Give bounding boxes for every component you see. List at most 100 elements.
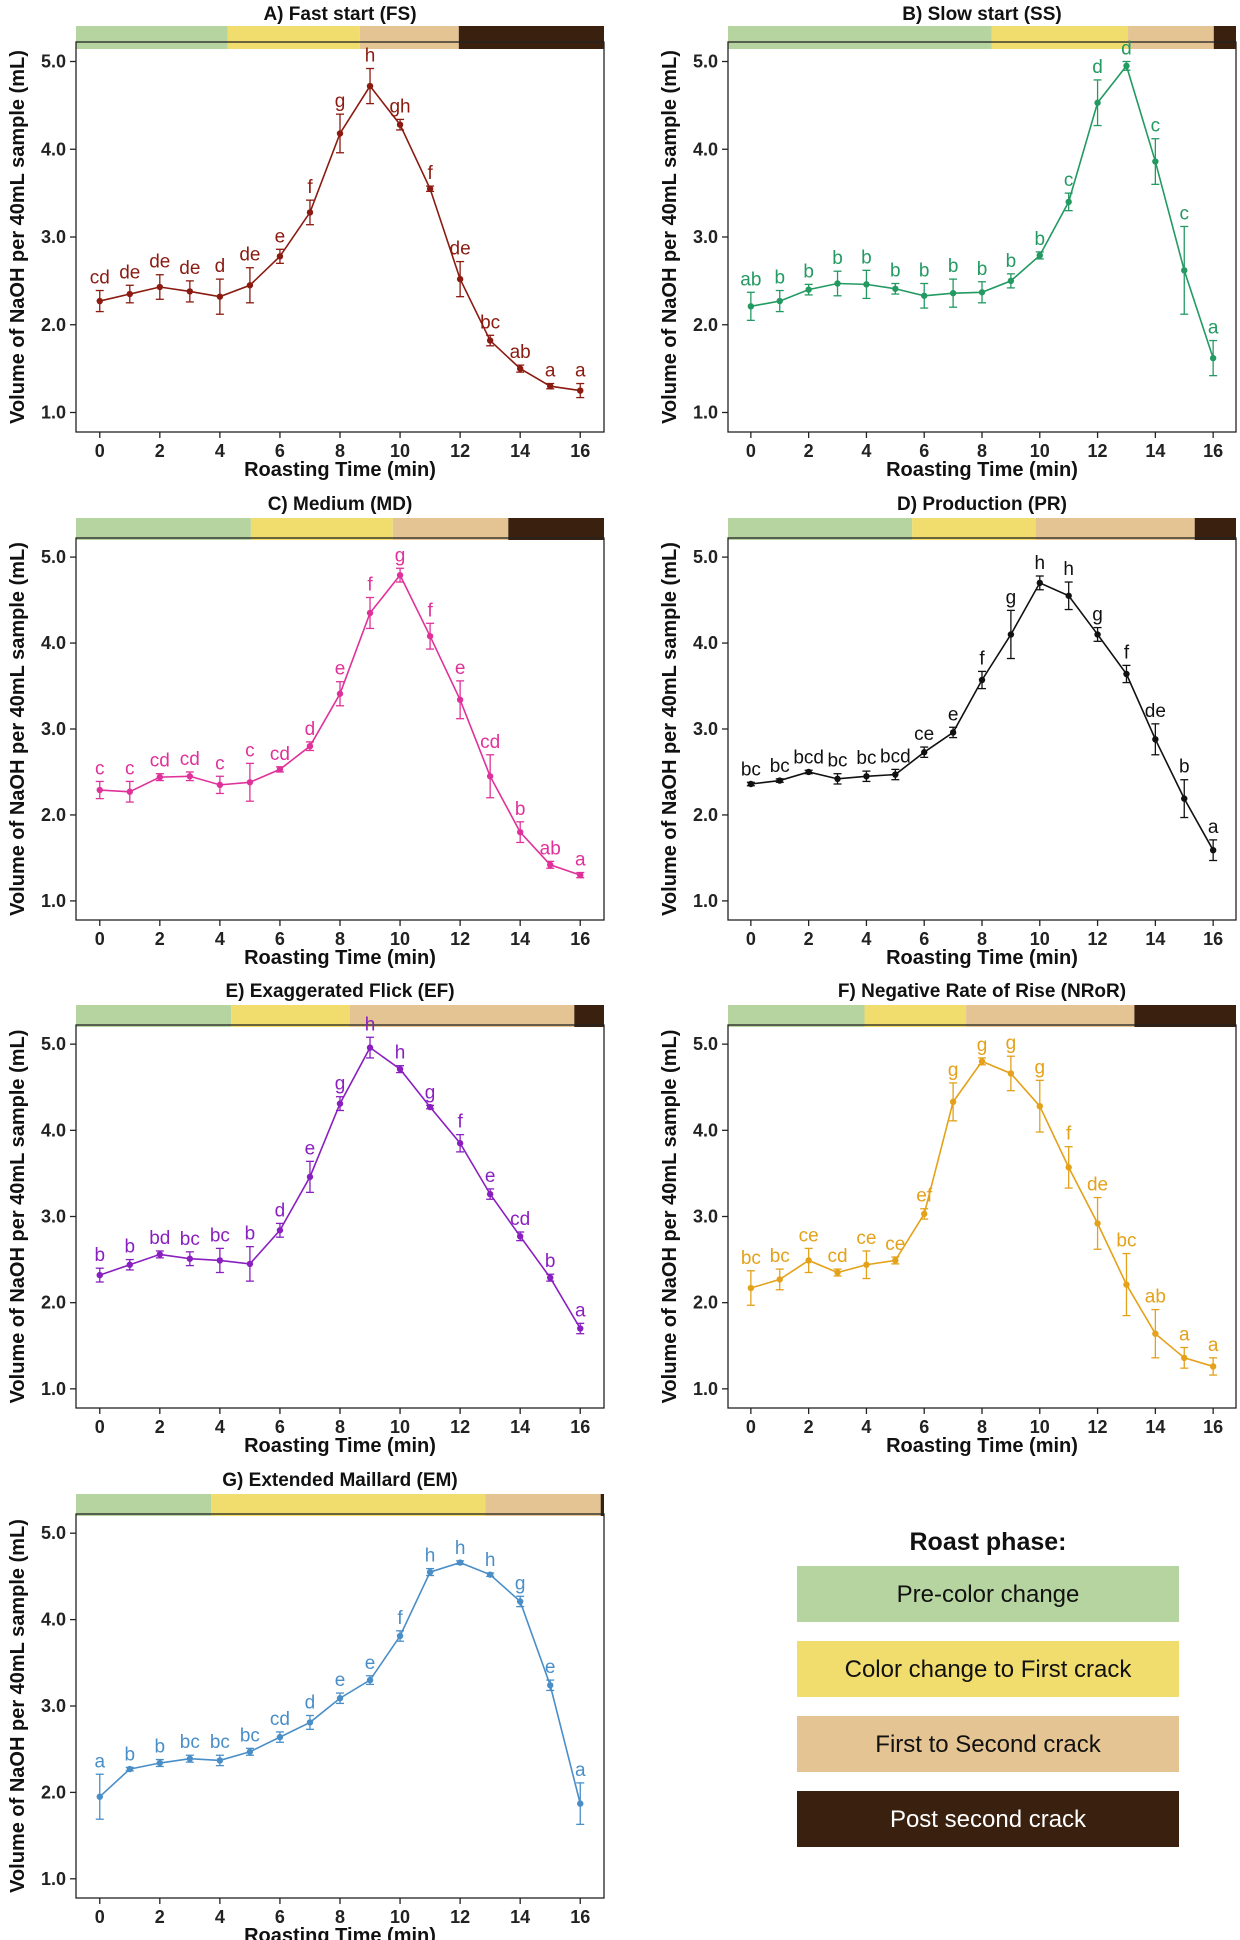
significance-letter: b xyxy=(125,1237,136,1258)
significance-letter: cd xyxy=(90,268,110,289)
data-point xyxy=(747,303,755,310)
data-point xyxy=(156,1251,164,1258)
x-tick-label: 0 xyxy=(95,929,105,949)
y-tick-label: 3.0 xyxy=(693,719,718,739)
significance-letter: cd xyxy=(827,1246,847,1267)
x-tick-label: 6 xyxy=(275,441,285,461)
data-point xyxy=(306,1719,314,1726)
legend-swatch xyxy=(797,1641,1179,1697)
data-point xyxy=(1181,267,1188,274)
phase-bar-segment xyxy=(231,1005,350,1027)
x-tick-label: 14 xyxy=(1145,1417,1165,1437)
data-point xyxy=(776,777,783,784)
data-point xyxy=(276,1227,284,1234)
significance-letter: e xyxy=(365,1653,376,1674)
significance-letter: c xyxy=(245,740,255,761)
y-tick-label: 1.0 xyxy=(41,891,66,911)
significance-letter: bc xyxy=(180,1732,200,1753)
data-point xyxy=(1007,1070,1015,1077)
significance-letter: b xyxy=(1034,229,1045,250)
significance-letter: bc xyxy=(770,1246,790,1267)
chart-title: A) Fast start (FS) xyxy=(263,4,416,25)
x-axis-label: Roasting Time (min) xyxy=(886,459,1078,481)
data-point xyxy=(1007,631,1015,638)
y-axis-label: Volume of NaOH per 40mL sample (mL) xyxy=(659,1030,681,1404)
data-point xyxy=(1123,670,1130,678)
significance-letter: ab xyxy=(1145,1287,1166,1308)
significance-letter: b xyxy=(155,1737,166,1758)
significance-letter: d xyxy=(305,719,316,740)
data-point xyxy=(486,337,494,344)
x-tick-label: 10 xyxy=(390,441,410,461)
data-point xyxy=(921,749,928,756)
significance-letter: a xyxy=(545,361,556,382)
x-tick-label: 14 xyxy=(510,929,530,949)
x-tick-label: 6 xyxy=(919,441,929,461)
x-tick-label: 14 xyxy=(510,1417,530,1437)
x-tick-label: 4 xyxy=(861,929,871,949)
y-tick-label: 5.0 xyxy=(693,52,718,72)
data-point xyxy=(577,387,584,394)
x-tick-label: 10 xyxy=(1030,441,1050,461)
significance-letter: de xyxy=(119,262,140,283)
significance-letter: g xyxy=(1034,1057,1045,1078)
significance-letter: ce xyxy=(885,1234,905,1255)
significance-letter: a xyxy=(1179,1324,1190,1345)
legend-item-post-second-crack: Post second crack xyxy=(797,1791,1179,1847)
significance-letter: ef xyxy=(916,1186,933,1207)
data-point xyxy=(1036,579,1043,587)
significance-letter: c xyxy=(1151,116,1161,137)
significance-letter: b xyxy=(1006,251,1017,272)
significance-letter: g xyxy=(425,1082,436,1103)
significance-letter: d xyxy=(215,256,226,277)
data-point xyxy=(366,609,374,617)
data-point xyxy=(396,1065,404,1073)
y-tick-label: 3.0 xyxy=(41,227,66,247)
data-point xyxy=(396,571,404,579)
legend-title: Roast phase: xyxy=(910,1528,1067,1556)
significance-letter: f xyxy=(427,163,433,184)
chart-panel-em: G) Extended Maillard (EM) 1.0 2.0 3.0 4.0 5.0… xyxy=(7,1470,605,1940)
x-tick-label: 6 xyxy=(919,1417,929,1437)
y-tick-label: 5.0 xyxy=(41,547,66,567)
phase-bar-segment xyxy=(76,26,228,49)
data-point xyxy=(863,773,870,780)
data-point xyxy=(396,1632,404,1640)
x-tick-label: 16 xyxy=(570,1907,590,1927)
data-point xyxy=(577,1800,584,1807)
significance-letter: h xyxy=(365,1014,376,1035)
y-tick-label: 1.0 xyxy=(693,403,718,423)
significance-letter: b xyxy=(545,1251,556,1272)
significance-letter: e xyxy=(545,1657,556,1678)
significance-letter: e xyxy=(948,704,959,725)
data-point xyxy=(776,1276,783,1283)
data-point xyxy=(1094,631,1101,638)
significance-letter: cd xyxy=(270,1709,290,1730)
data-point xyxy=(156,1759,164,1767)
x-tick-label: 6 xyxy=(275,929,285,949)
data-point xyxy=(456,1140,464,1147)
phase-bar-segment xyxy=(991,26,1129,49)
x-tick-label: 6 xyxy=(275,1907,285,1927)
significance-letter: bc xyxy=(770,756,790,777)
significance-letter: de xyxy=(1145,701,1166,722)
data-point xyxy=(126,290,133,298)
data-point xyxy=(366,1044,374,1051)
data-point xyxy=(306,209,314,216)
data-point xyxy=(336,1695,344,1702)
y-tick-label: 4.0 xyxy=(693,139,718,159)
significance-letter: b xyxy=(948,256,959,277)
x-tick-label: 16 xyxy=(1203,929,1223,949)
significance-letter: f xyxy=(1066,1124,1072,1145)
phase-bar-segment xyxy=(76,1005,232,1027)
significance-letter: f xyxy=(307,177,313,198)
phase-bar-segment xyxy=(728,26,992,49)
data-point xyxy=(978,676,986,684)
significance-letter: f xyxy=(457,1112,463,1133)
x-tick-label: 8 xyxy=(335,929,345,949)
significance-letter: bd xyxy=(149,1228,170,1249)
x-tick-label: 14 xyxy=(510,1907,530,1927)
y-tick-label: 4.0 xyxy=(693,1120,718,1140)
data-point xyxy=(1123,1281,1130,1288)
significance-letter: e xyxy=(335,659,346,680)
